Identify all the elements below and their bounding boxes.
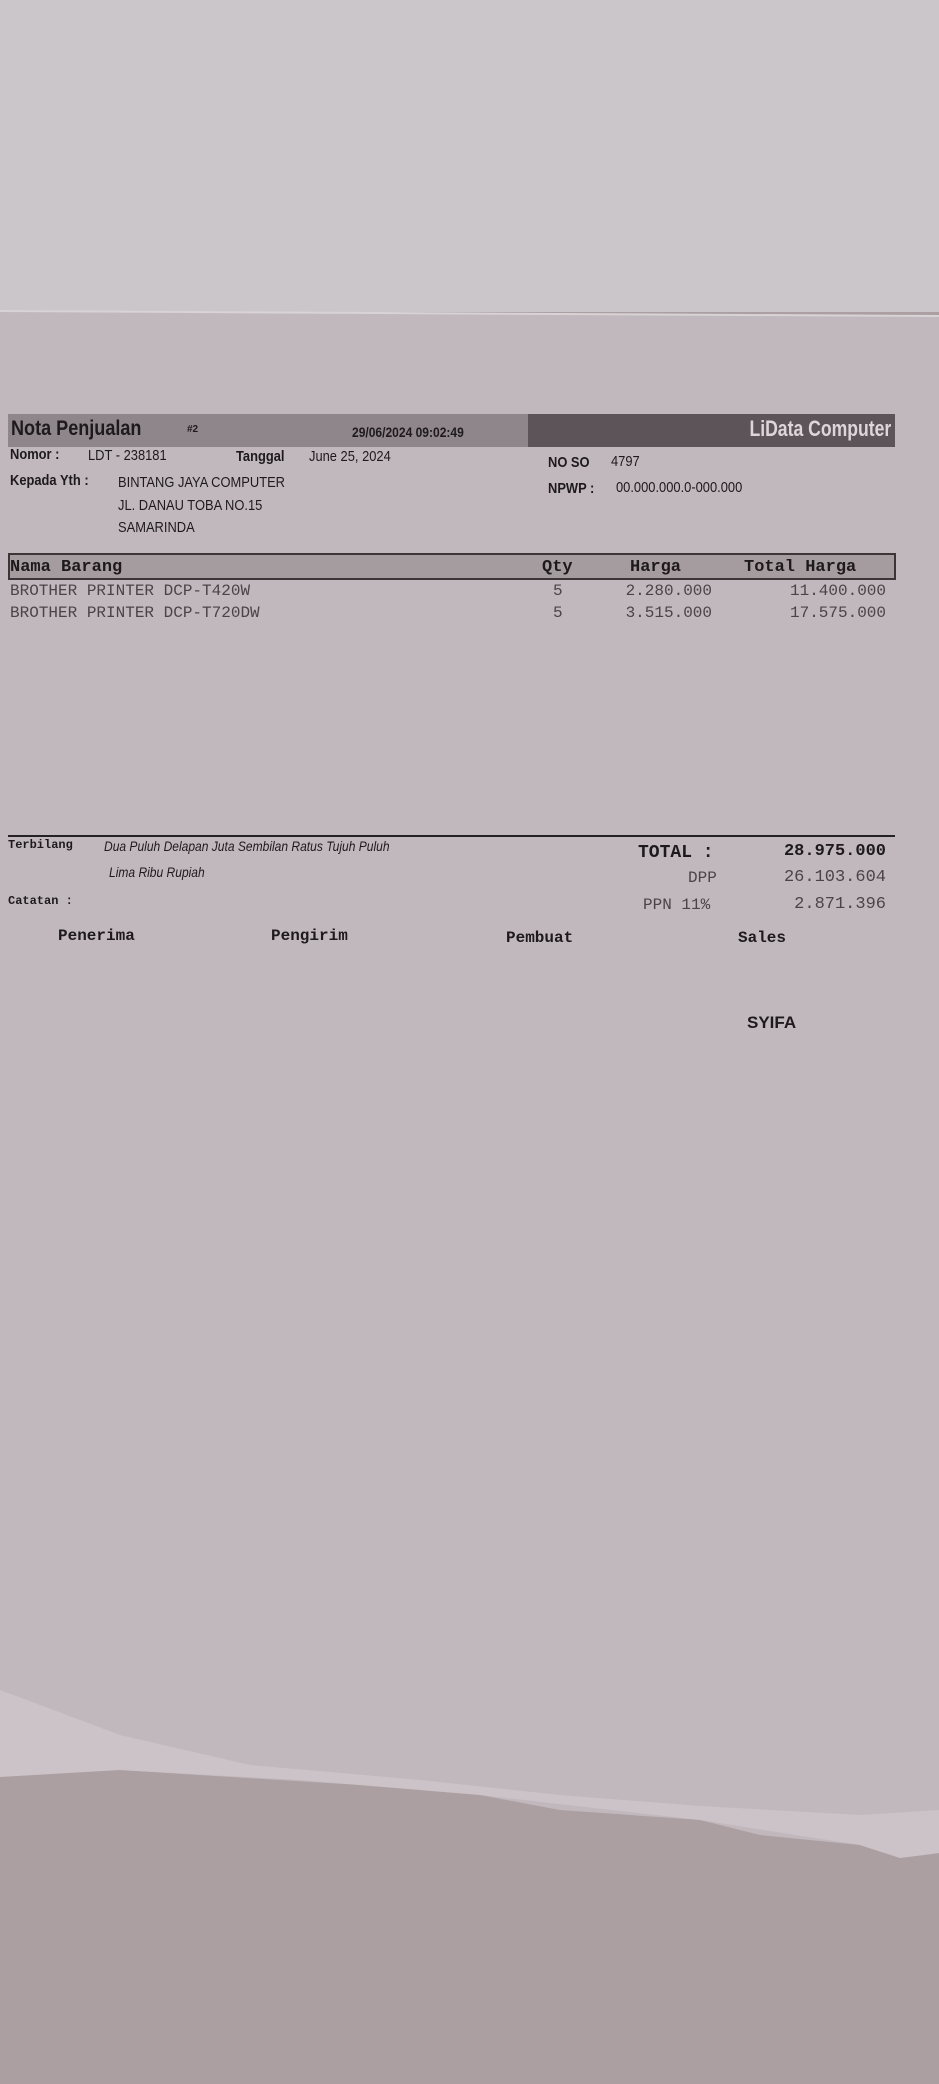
tanggal-label: Tanggal <box>236 448 285 465</box>
total-label: TOTAL : <box>638 843 714 863</box>
sales-name: SYIFA <box>747 1013 797 1032</box>
nomor-value: LDT - 238181 <box>88 447 167 464</box>
customer-city: SAMARINDA <box>118 519 195 536</box>
terbilang-line2: Lima Ribu Rupiah <box>109 864 205 880</box>
table-header <box>8 553 896 580</box>
col-nama-barang: Nama Barang <box>10 558 123 577</box>
item-qty: 5 <box>553 582 563 600</box>
terbilang-line1: Dua Puluh Delapan Juta Sembilan Ratus Tu… <box>104 838 390 854</box>
catatan-label: Catatan : <box>8 894 73 908</box>
header-bar <box>8 414 528 447</box>
no-so-label: NO SO <box>548 454 590 471</box>
kepada-label: Kepada Yth : <box>10 472 89 489</box>
col-total-harga: Total Harga <box>744 558 857 577</box>
customer-name: BINTANG JAYA COMPUTER <box>118 474 286 491</box>
item-name: BROTHER PRINTER DCP-T420W <box>10 582 251 600</box>
col-harga: Harga <box>630 558 682 577</box>
npwp-value: 00.000.000.0-000.000 <box>616 479 743 496</box>
nomor-label: Nomor : <box>10 446 60 463</box>
no-so-value: 4797 <box>611 453 640 470</box>
signature-pengirim: Pengirim <box>271 927 348 945</box>
brand-bar <box>528 414 895 447</box>
item-price: 2.280.000 <box>625 582 712 600</box>
total-divider <box>8 835 895 837</box>
signature-pembuat: Pembuat <box>506 929 574 947</box>
brand-logo: LiData Computer <box>749 416 891 441</box>
signature-sales: Sales <box>738 929 787 947</box>
item-total: 11.400.000 <box>789 582 886 600</box>
item-qty: 5 <box>553 604 563 622</box>
item-price: 3.515.000 <box>625 604 712 622</box>
terbilang-label: Terbilang <box>8 838 73 852</box>
tanggal-value: June 25, 2024 <box>309 448 391 465</box>
copy-badge: #2 <box>187 424 199 435</box>
printed-timestamp: 29/06/2024 09:02:49 <box>352 424 464 440</box>
ppn-label: PPN 11% <box>643 896 711 914</box>
col-qty: Qty <box>542 558 573 577</box>
total-value: 28.975.000 <box>783 842 886 861</box>
signature-penerima: Penerima <box>58 927 135 945</box>
npwp-label: NPWP : <box>548 480 595 497</box>
item-name: BROTHER PRINTER DCP-T720DW <box>10 604 260 622</box>
document-title: Nota Penjualan <box>11 417 142 440</box>
dpp-value: 26.103.604 <box>783 868 886 887</box>
item-total: 17.575.000 <box>789 604 886 622</box>
customer-address: JL. DANAU TOBA NO.15 <box>118 497 263 514</box>
dpp-label: DPP <box>688 869 717 887</box>
ppn-value: 2.871.396 <box>794 895 886 914</box>
